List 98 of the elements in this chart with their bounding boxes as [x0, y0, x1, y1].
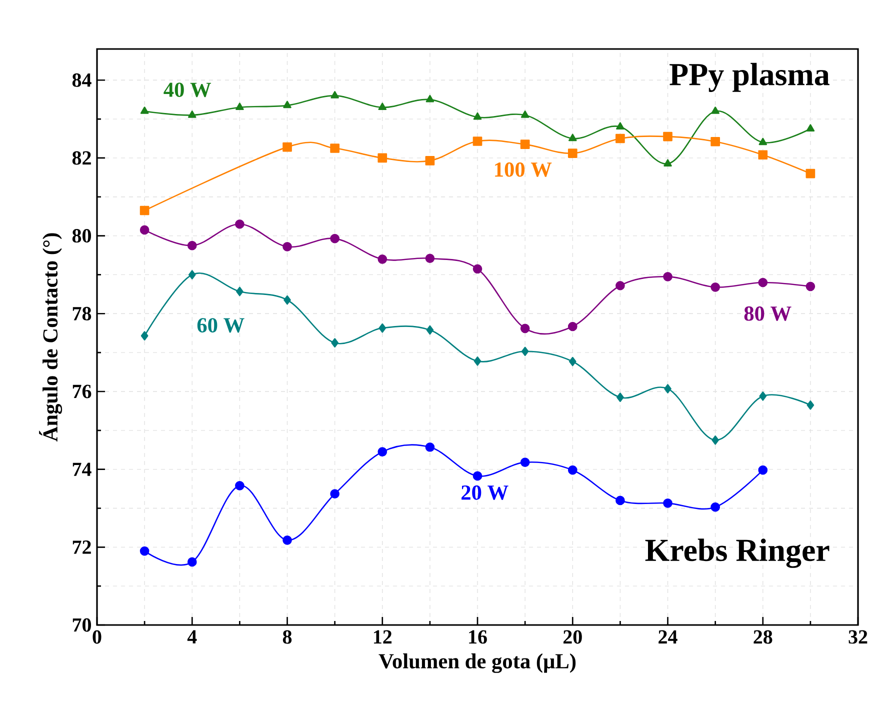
point: [425, 442, 435, 452]
point: [140, 106, 149, 114]
x-axis-title: Volumen de gota (μL): [378, 653, 576, 673]
x-tick-label: 16: [469, 630, 487, 644]
y-tick-label: 70: [72, 618, 92, 632]
point: [425, 254, 435, 264]
point: [474, 356, 482, 366]
annotation: Krebs Ringer: [645, 538, 830, 568]
point: [568, 148, 578, 158]
annotation: PPy plasma: [670, 62, 830, 92]
point: [664, 159, 672, 166]
x-tick-label: 24: [658, 630, 678, 644]
point: [282, 535, 292, 545]
point: [664, 384, 672, 394]
point: [330, 234, 340, 244]
point: [806, 124, 815, 132]
point: [758, 150, 768, 160]
point: [520, 458, 530, 467]
point: [758, 278, 768, 288]
point: [568, 134, 577, 142]
x-tick-label: 32: [848, 630, 868, 644]
point: [188, 270, 196, 280]
point: [283, 100, 292, 108]
point: [520, 140, 530, 150]
x-tick-label: 0: [92, 630, 102, 644]
point: [806, 400, 814, 410]
series-label: 40 W: [164, 82, 212, 98]
point: [472, 471, 482, 481]
point: [331, 338, 338, 348]
point: [330, 91, 339, 98]
point: [473, 112, 482, 120]
point: [710, 282, 720, 292]
point: [236, 102, 244, 110]
point: [378, 102, 387, 110]
point: [616, 496, 625, 506]
point: [568, 322, 578, 332]
point: [330, 489, 340, 499]
point: [568, 465, 578, 475]
y-tick-label: 82: [72, 151, 91, 165]
point: [663, 498, 672, 508]
series-label: 80 W: [744, 306, 792, 321]
point: [330, 144, 340, 153]
point: [472, 264, 482, 274]
point: [426, 325, 434, 335]
x-tick-label: 20: [563, 630, 582, 644]
x-tick-label: 28: [754, 630, 772, 644]
point: [140, 206, 150, 216]
point: [521, 346, 529, 356]
point: [140, 331, 148, 340]
point: [712, 435, 719, 445]
point: [140, 225, 150, 235]
point: [806, 282, 816, 292]
series-label: 60 W: [197, 318, 244, 333]
y-tick-label: 74: [72, 462, 92, 476]
point: [806, 168, 816, 178]
point: [663, 272, 672, 282]
point: [187, 557, 197, 567]
point: [236, 286, 244, 296]
x-tick-label: 8: [282, 630, 292, 644]
point: [235, 219, 244, 229]
point: [616, 280, 625, 290]
point: [426, 94, 434, 102]
point: [616, 134, 625, 144]
point: [378, 447, 388, 456]
point: [472, 136, 482, 146]
point: [711, 106, 720, 114]
point: [188, 110, 196, 118]
point: [282, 142, 292, 152]
point: [616, 392, 624, 402]
y-tick-label: 80: [72, 229, 92, 243]
y-tick-label: 78: [72, 306, 92, 320]
point: [235, 481, 244, 490]
point: [758, 138, 768, 146]
point: [520, 324, 530, 334]
y-tick-label: 72: [72, 540, 91, 554]
point: [425, 156, 435, 166]
point: [520, 110, 530, 118]
point: [710, 502, 720, 512]
x-tick-label: 4: [187, 630, 197, 644]
y-tick-label: 76: [72, 384, 92, 398]
point: [378, 153, 388, 163]
point: [759, 391, 767, 401]
point: [378, 323, 386, 333]
point: [378, 254, 388, 264]
point: [710, 136, 720, 146]
point: [140, 546, 150, 556]
point: [187, 240, 197, 250]
point: [284, 295, 291, 305]
series-label: 100 W: [495, 162, 552, 177]
y-tick-label: 84: [72, 73, 92, 87]
x-tick-label: 12: [374, 630, 392, 644]
point: [282, 242, 292, 252]
point: [568, 356, 576, 366]
point: [758, 465, 768, 475]
point: [616, 122, 624, 130]
point: [663, 132, 672, 142]
y-axis-title: Ángulo de Contacto (°): [39, 233, 62, 442]
series-label: 20 W: [462, 485, 508, 500]
